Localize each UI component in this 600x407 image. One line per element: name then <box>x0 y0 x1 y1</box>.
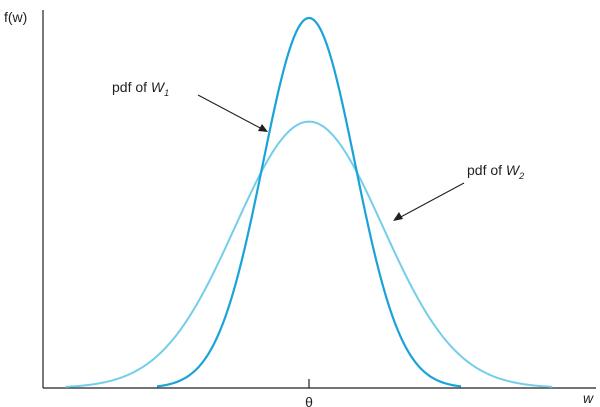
series-line-w1 <box>156 16 462 388</box>
annotation-arrow-w2 <box>396 182 465 220</box>
series-label-w1: pdf of W1 <box>112 79 169 98</box>
annotation-arrow-w1 <box>197 94 265 131</box>
series-line-w2 <box>65 120 553 388</box>
series-label-w2: pdf of W2 <box>467 162 524 181</box>
x-tick-label: θ <box>305 394 313 407</box>
x-axis-label: w <box>583 390 594 406</box>
annotation-arrowhead-w2 <box>393 212 403 221</box>
annotation-arrowhead-w1 <box>258 124 268 132</box>
y-axis-label: f(w) <box>4 9 27 25</box>
